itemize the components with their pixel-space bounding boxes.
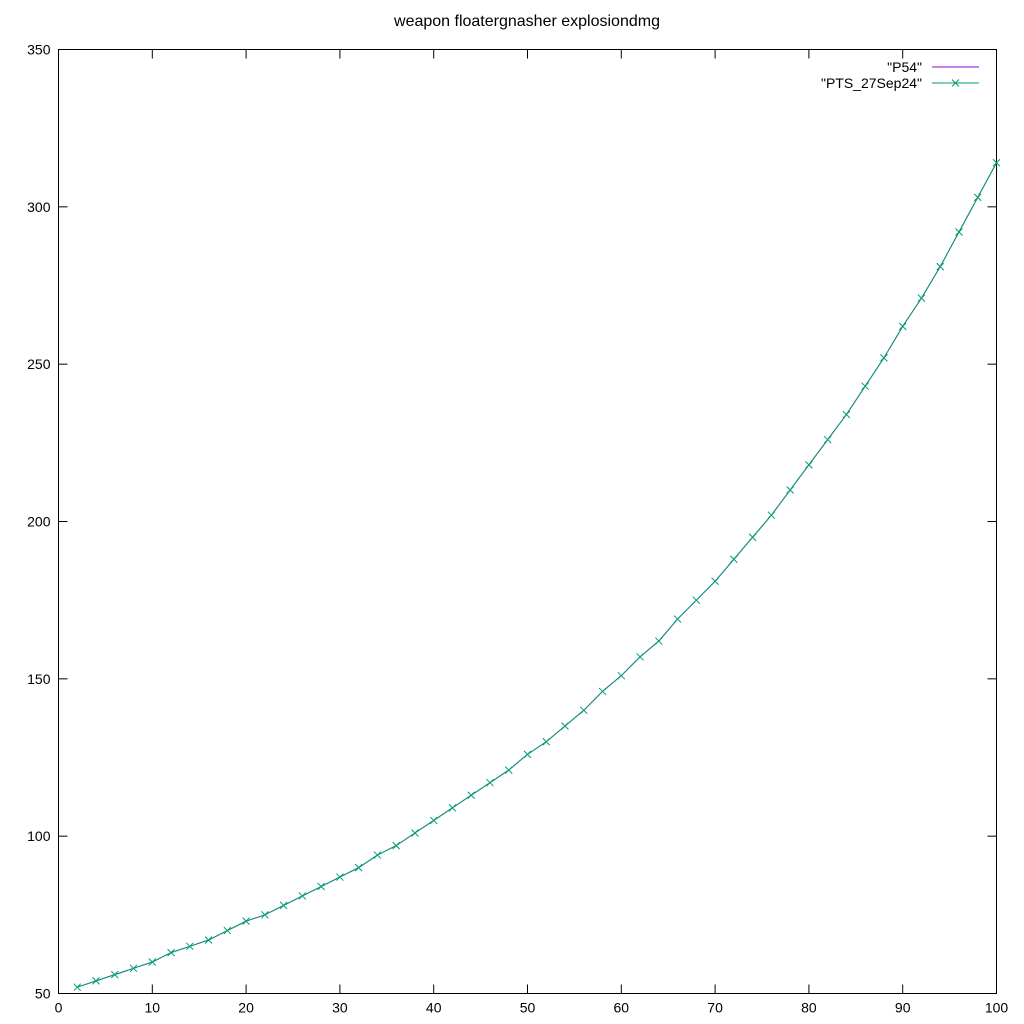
data-point: [561, 722, 569, 730]
data-point: [730, 555, 738, 564]
x-tick-label: 90: [895, 1000, 911, 1016]
data-point: [110, 970, 119, 979]
x-tick-label: 20: [238, 1000, 254, 1016]
data-point: [823, 435, 832, 444]
data-point: [411, 829, 419, 837]
y-tick-label: 100: [27, 828, 51, 844]
x-axis: 0 10 20 30 40 50 60 70 80 90 100: [55, 49, 1009, 1016]
data-point: [805, 461, 813, 469]
y-tick-label: 300: [27, 199, 51, 215]
data-point: [654, 637, 663, 645]
data-point: [504, 766, 513, 774]
legend-label: "PTS_27Sep24": [821, 75, 922, 91]
x-tick-label: 0: [55, 1000, 63, 1016]
series-line-0: [77, 162, 997, 988]
data-point: [523, 750, 532, 759]
x-tick-label: 80: [801, 1000, 817, 1016]
data-point: [992, 158, 1001, 167]
data-point: [636, 652, 644, 661]
data-point: [579, 706, 588, 715]
data-point: [448, 803, 457, 812]
data-point: [692, 596, 701, 605]
data-point: [223, 926, 232, 935]
data-point: [880, 354, 888, 362]
data-point: [542, 737, 551, 746]
data-point: [467, 791, 476, 800]
data-point: [748, 533, 757, 542]
data-point: [936, 262, 945, 271]
data-point: [617, 671, 626, 680]
data-point: [786, 486, 794, 494]
data-point: [842, 410, 851, 419]
data-point: [917, 294, 926, 302]
data-point: [392, 841, 401, 850]
data-point: [898, 322, 907, 331]
data-point: [673, 615, 682, 623]
data-point: [317, 882, 325, 891]
legend-marker: [951, 79, 960, 87]
data-point: [167, 948, 175, 957]
x-tick-label: 60: [614, 1000, 630, 1016]
y-tick-label: 50: [35, 986, 51, 1002]
data-point: [429, 816, 438, 825]
y-tick-label: 250: [27, 356, 51, 372]
y-tick-label: 150: [27, 671, 51, 687]
data-point: [129, 964, 138, 973]
plot-frame: [58, 49, 997, 994]
y-tick-label: 200: [27, 514, 51, 530]
x-tick-label: 10: [145, 1000, 161, 1016]
data-point: [242, 917, 250, 925]
data-point: [354, 863, 363, 872]
data-point: [973, 193, 982, 202]
legend: "P54""PTS_27Sep24": [821, 59, 979, 91]
x-tick-label: 30: [332, 1000, 348, 1016]
x-tick-label: 100: [985, 1000, 1009, 1016]
x-tick-label: 40: [426, 1000, 442, 1016]
y-axis: 50 100 150 200 250 300 350: [27, 42, 997, 1002]
data-point: [73, 983, 82, 992]
data-point: [373, 851, 382, 859]
data-point: [298, 892, 307, 900]
data-point: [711, 577, 719, 586]
data-point: [486, 778, 494, 787]
x-tick-label: 50: [520, 1000, 536, 1016]
data-point: [279, 901, 288, 910]
data-point: [92, 977, 100, 985]
data-point: [767, 511, 776, 520]
data-point: [204, 936, 213, 944]
series-line-1: [77, 162, 997, 988]
data-point: [148, 958, 157, 966]
data-point: [261, 910, 269, 919]
chart-title: weapon floatergnasher explosiondmg: [393, 13, 660, 30]
legend-label: "P54": [887, 59, 922, 75]
x-tick-label: 70: [707, 1000, 723, 1016]
y-tick-label: 350: [27, 42, 51, 58]
data-point: [955, 228, 963, 236]
series-layer: [73, 158, 1001, 992]
data-point: [861, 382, 870, 391]
data-point: [598, 687, 607, 696]
data-point: [336, 873, 344, 881]
data-point: [185, 942, 194, 951]
